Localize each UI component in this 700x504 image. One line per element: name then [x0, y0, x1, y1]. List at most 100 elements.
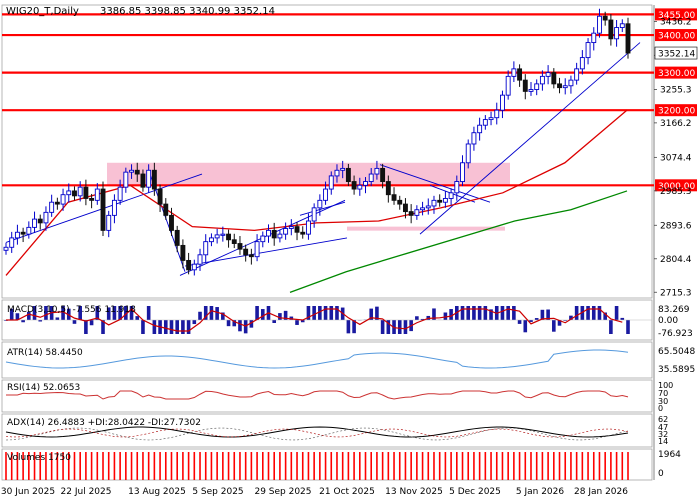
- candle-body: [609, 20, 613, 39]
- candle-body: [620, 24, 624, 28]
- candle-body: [15, 232, 19, 238]
- macd-bar: [84, 320, 88, 334]
- macd-bar: [90, 320, 94, 325]
- candle-body: [101, 189, 105, 230]
- macd-bar: [620, 318, 624, 320]
- candle-body: [141, 174, 145, 187]
- macd-bar: [255, 306, 259, 320]
- candle-body: [4, 247, 8, 250]
- candle-body: [409, 212, 413, 216]
- candle-body: [272, 230, 276, 238]
- macd-bar: [404, 320, 408, 334]
- macd-bar: [164, 320, 168, 334]
- candle-body: [249, 255, 253, 257]
- volume-tick-label: 0: [658, 469, 664, 479]
- date-label: 5 Sep 2025: [192, 487, 243, 497]
- macd-bar: [506, 306, 510, 320]
- macd-bar: [324, 306, 328, 320]
- macd-bar: [592, 306, 596, 320]
- macd-bar: [73, 320, 77, 324]
- macd-bar: [415, 316, 419, 320]
- macd-bar: [575, 306, 579, 320]
- candle-body: [118, 187, 122, 200]
- macd-bar: [512, 306, 516, 320]
- candle-body: [506, 76, 510, 95]
- candle-body: [198, 255, 202, 264]
- date-label: 22 Jul 2025: [61, 487, 112, 497]
- candle-body: [438, 200, 442, 202]
- candle-body: [147, 170, 151, 187]
- macd-bar: [598, 306, 602, 320]
- macd-label: MACD(3,10,5) -7.556 11.918: [7, 305, 136, 315]
- candle-body: [192, 264, 196, 270]
- macd-bar: [478, 306, 482, 320]
- candle-body: [518, 69, 522, 80]
- macd-tick-label: -76.923: [658, 329, 693, 339]
- candle-body: [495, 110, 499, 118]
- candle-body: [421, 208, 425, 210]
- macd-bar: [461, 306, 465, 320]
- candle-body: [61, 195, 65, 204]
- candle-body: [489, 118, 493, 120]
- macd-bar: [347, 320, 351, 333]
- macd-bar: [193, 320, 197, 324]
- candle-body: [586, 43, 590, 58]
- candle-body: [215, 235, 219, 238]
- volume-tick-label: 1964: [658, 450, 681, 460]
- date-label: 21 Oct 2025: [319, 487, 375, 497]
- candle-body: [44, 212, 48, 223]
- macd-bar: [609, 320, 613, 334]
- candle-body: [301, 232, 305, 234]
- date-label: 29 Sep 2025: [254, 487, 311, 497]
- candle-body: [563, 86, 567, 88]
- candle-body: [603, 16, 607, 20]
- macd-bar: [210, 306, 214, 320]
- candle-body: [540, 76, 544, 84]
- candle-body: [289, 227, 293, 229]
- macd-bar: [21, 320, 25, 322]
- macd-bar: [466, 306, 470, 320]
- price-tick-label: 2715.3: [660, 288, 692, 298]
- date-label: 5 Jan 2026: [516, 487, 564, 497]
- candle-body: [152, 170, 156, 189]
- candle-body: [10, 238, 14, 247]
- atr-tick-label: 65.5048: [658, 347, 695, 357]
- candle-body: [398, 200, 402, 204]
- macd-bar: [170, 320, 174, 334]
- candle-body: [403, 204, 407, 212]
- highlight-zone: [107, 163, 510, 186]
- candle-body: [592, 33, 596, 42]
- macd-bar: [198, 312, 202, 320]
- candle-body: [209, 238, 213, 242]
- candle-body: [512, 69, 516, 77]
- candle-body: [569, 80, 573, 86]
- candle-body: [358, 185, 362, 189]
- candle-body: [580, 58, 584, 69]
- candle-body: [500, 95, 504, 110]
- macd-bar: [449, 309, 453, 320]
- last-price-label: 3352.14: [658, 50, 695, 60]
- date-label: 5 Dec 2025: [449, 487, 501, 497]
- level-label: 3400.00: [658, 32, 695, 42]
- macd-bar: [535, 318, 539, 320]
- macd-bar: [278, 313, 282, 320]
- candle-body: [90, 198, 94, 200]
- candle-body: [472, 133, 476, 144]
- macd-bar: [147, 306, 151, 320]
- candle-body: [124, 172, 128, 187]
- candle-body: [78, 187, 82, 196]
- candle-body: [597, 16, 601, 33]
- candle-body: [461, 163, 465, 182]
- volume-label: Volumes 1750: [7, 453, 71, 463]
- date-label: 28 Jan 2026: [574, 487, 628, 497]
- ohlc-header: 3386.85 3398.85 3340.99 3352.14: [100, 6, 275, 17]
- macd-bar: [153, 320, 157, 334]
- macd-bar: [181, 320, 185, 334]
- candle-body: [318, 200, 322, 208]
- candle-body: [352, 182, 356, 190]
- atr-tick-label: 35.5895: [658, 365, 695, 375]
- candle-body: [529, 90, 533, 92]
- price-tick-label: 3255.3: [660, 85, 692, 95]
- candle-body: [329, 176, 333, 189]
- macd-bar: [484, 306, 488, 320]
